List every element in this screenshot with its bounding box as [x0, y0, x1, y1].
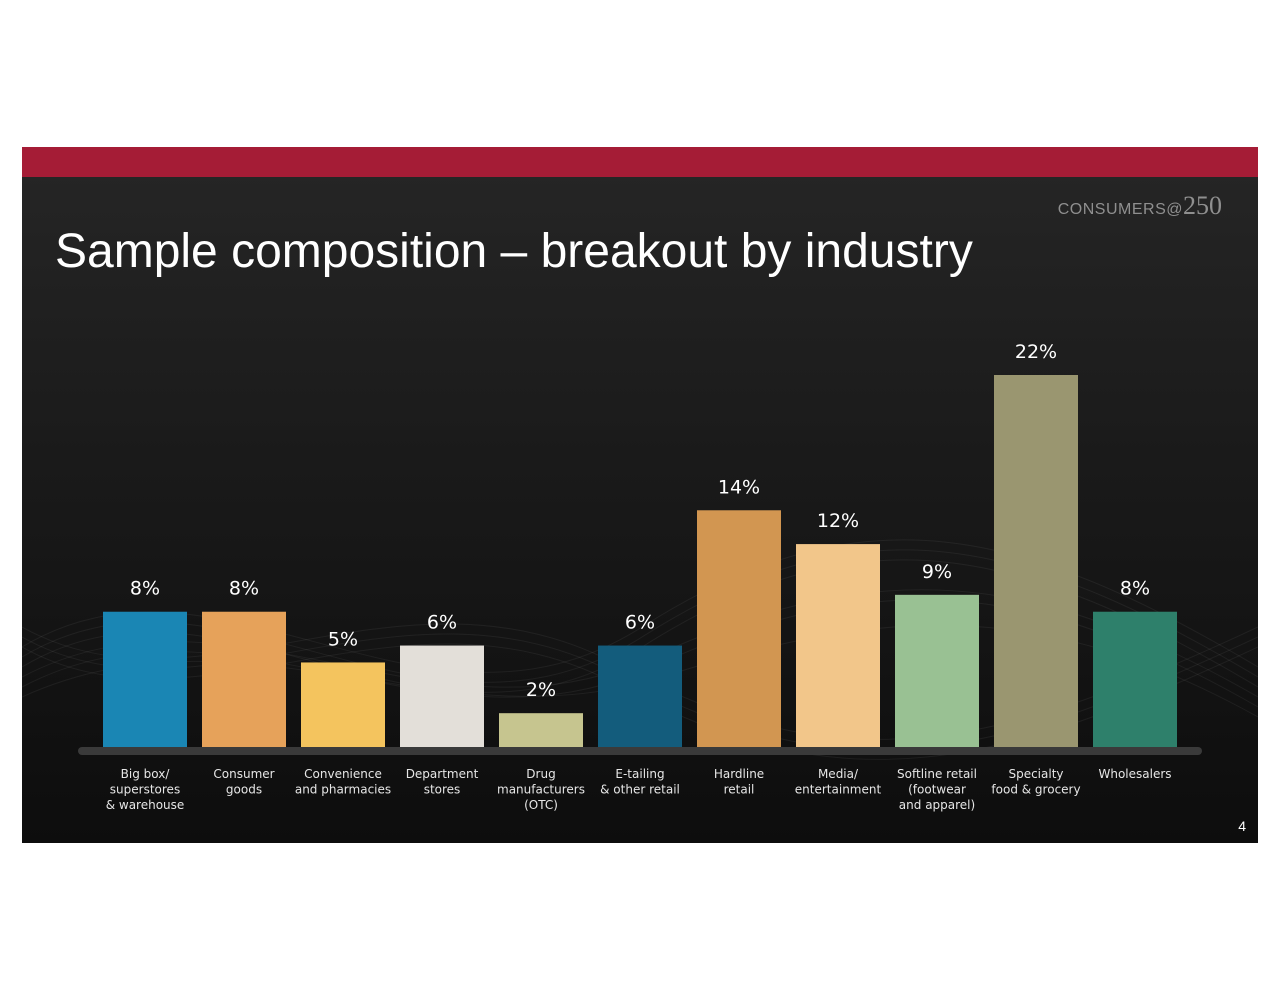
bar-value-label: 14%: [718, 476, 760, 498]
bar: [202, 611, 286, 747]
category-label: Department stores: [406, 767, 479, 797]
bar-value-label: 6%: [625, 612, 655, 634]
category-label-line: stores: [424, 783, 461, 797]
bar: [1093, 611, 1177, 747]
category-label-line: Specialty: [1008, 767, 1063, 781]
bar-value-label: 5%: [328, 628, 358, 650]
bar-value-label: 12%: [817, 510, 859, 532]
top-accent-bar: [22, 147, 1258, 177]
bar: [400, 645, 484, 747]
category-label-line: (OTC): [524, 798, 558, 812]
category-label-line: goods: [226, 783, 262, 797]
bar: [796, 544, 880, 747]
slide: CONSUMERS@250 Sample composition – break…: [22, 147, 1258, 843]
category-label-line: and apparel): [899, 798, 975, 812]
brand-text: CONSUMERS@: [1057, 201, 1183, 218]
category-label-line: & warehouse: [106, 798, 185, 812]
bar: [994, 375, 1078, 747]
category-label-line: food & grocery: [991, 783, 1080, 797]
bar: [697, 510, 781, 747]
bar-value-label: 8%: [130, 578, 160, 600]
category-label-line: Hardline: [714, 767, 764, 781]
category-label-line: retail: [724, 783, 755, 797]
bar-value-label: 2%: [526, 679, 556, 701]
category-label: Media/entertainment: [795, 767, 882, 797]
page-number: 4: [1238, 818, 1246, 834]
category-label-line: and pharmacies: [295, 783, 391, 797]
category-label: Specialty food & grocery: [991, 767, 1080, 797]
category-label-line: entertainment: [795, 783, 882, 797]
bar: [301, 662, 385, 747]
slide-title: Sample composition – breakout by industr…: [55, 225, 973, 278]
category-label-line: Convenience: [304, 767, 382, 781]
bar: [499, 713, 583, 747]
bar-value-label: 8%: [1120, 578, 1150, 600]
category-label-line: Wholesalers: [1098, 767, 1171, 781]
category-label-line: & other retail: [600, 783, 680, 797]
brand-number: 250: [1183, 191, 1222, 220]
bars-layer: [103, 375, 1177, 747]
bar-value-label: 8%: [229, 578, 259, 600]
category-label-line: superstores: [110, 783, 180, 797]
category-label: Wholesalers: [1098, 767, 1171, 781]
bar-value-label: 6%: [427, 612, 457, 634]
category-label: Hardline retail: [714, 767, 764, 797]
category-label-line: Consumer: [213, 767, 274, 781]
category-label: Consumer goods: [213, 767, 274, 797]
category-label-line: Big box/: [121, 767, 171, 781]
category-label: Softline retail (footwear and apparel): [897, 767, 977, 812]
category-label-line: Department: [406, 767, 479, 781]
category-label: Convenience and pharmacies: [295, 767, 391, 797]
category-label-line: (footwear: [908, 783, 966, 797]
bar: [895, 594, 979, 747]
category-label: E-tailing & other retail: [600, 767, 680, 797]
bar-value-label: 22%: [1015, 341, 1057, 363]
bar: [598, 645, 682, 747]
brand-logo: CONSUMERS@250: [1058, 191, 1222, 221]
category-label: Big box/superstores & warehouse: [106, 767, 185, 812]
category-label-line: Media/: [818, 767, 859, 781]
chart-baseline: [78, 747, 1202, 755]
category-label-line: manufacturers: [497, 783, 585, 797]
labels-layer: 8% Big box/superstores & warehouse 8% Consum…: [106, 341, 1172, 812]
bar-value-label: 9%: [922, 561, 952, 583]
category-label-line: E-tailing: [615, 767, 664, 781]
category-label: Drug manufacturers (OTC): [497, 767, 585, 812]
bar: [103, 611, 187, 747]
category-label-line: Drug: [526, 767, 555, 781]
bar-chart: 8% Big box/superstores & warehouse 8% Consum…: [78, 341, 1202, 812]
category-label-line: Softline retail: [897, 767, 977, 781]
